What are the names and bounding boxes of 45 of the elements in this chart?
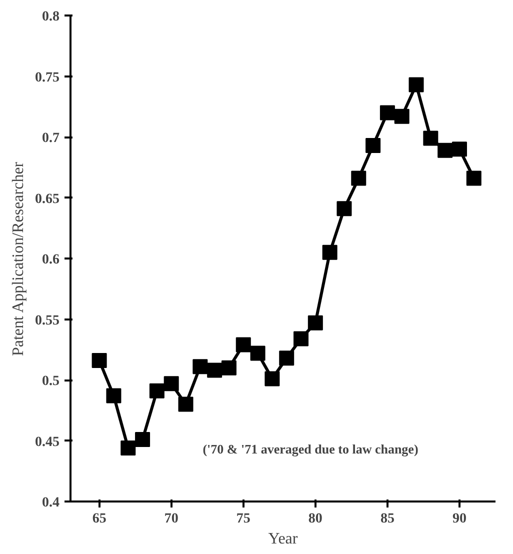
point <box>221 360 236 376</box>
point <box>438 142 453 158</box>
point <box>120 440 136 456</box>
x-tick-label: 85 <box>380 512 394 526</box>
point <box>308 315 323 330</box>
point <box>294 331 309 346</box>
x-tick-label: 65 <box>92 512 106 526</box>
y-tick-label: 0.7 <box>42 131 60 146</box>
point <box>279 350 294 366</box>
x-tick-label: 90 <box>452 512 466 526</box>
point <box>135 432 150 448</box>
y-tick-label: 0.8 <box>42 10 60 24</box>
point <box>236 337 251 352</box>
point <box>92 353 107 368</box>
point <box>380 105 395 120</box>
point <box>164 376 179 392</box>
y-tick-label: 0.75 <box>35 70 60 86</box>
point <box>149 383 164 398</box>
point <box>178 396 194 412</box>
y-tick-label: 0.5 <box>42 374 60 389</box>
y-tick-label: 0.4 <box>42 496 60 510</box>
point <box>192 359 208 374</box>
y-axis-title: Patent Application/Researcher <box>10 161 27 356</box>
y-tick-label: 0.65 <box>35 192 60 207</box>
x-tick-label: 75 <box>236 512 250 526</box>
point <box>394 108 410 124</box>
point <box>351 170 366 186</box>
y-tick-label: 0.55 <box>35 313 60 328</box>
point <box>336 201 352 216</box>
point <box>452 142 467 157</box>
y-tick-label: 0.45 <box>35 434 60 450</box>
point <box>366 138 381 154</box>
point <box>423 130 438 146</box>
point <box>250 346 266 361</box>
x-tick-label: 70 <box>164 512 178 526</box>
point <box>264 371 280 386</box>
point <box>322 244 338 260</box>
x-axis-title: Year <box>268 530 298 548</box>
x-tick-label: 80 <box>308 512 322 526</box>
point <box>207 362 222 378</box>
annotation: ('70 & '71 averaged due to law change) <box>202 442 418 456</box>
point <box>466 170 482 186</box>
y-tick-label: 0.6 <box>42 252 60 268</box>
point <box>408 77 424 92</box>
point <box>106 388 122 404</box>
